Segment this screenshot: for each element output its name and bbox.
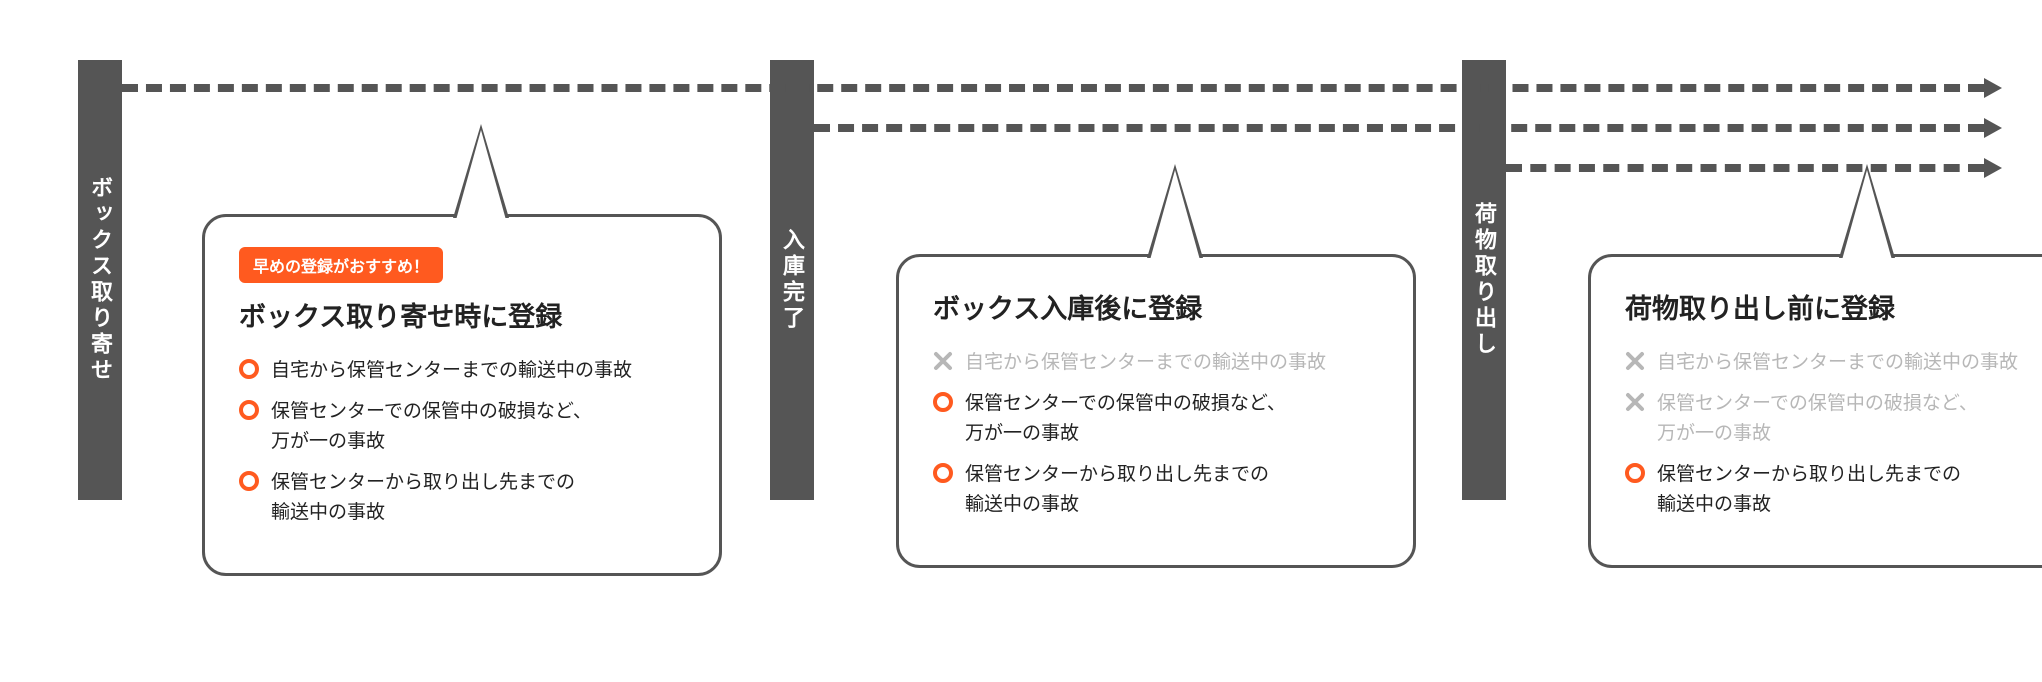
coverage-item: 自宅から保管センターまでの輸送中の事故 xyxy=(933,348,1379,377)
callout-3-pointer xyxy=(1839,164,1895,258)
circle-icon xyxy=(239,359,259,379)
item-text: 自宅から保管センターまでの輸送中の事故 xyxy=(1657,352,2018,373)
item-text: 保管センターでの保管中の破損など、万が一の事故 xyxy=(965,393,1286,443)
callout-2: ボックス入庫後に登録 自宅から保管センターまでの輸送中の事故 保管センターでの保… xyxy=(896,254,1416,568)
cross-icon xyxy=(933,351,953,371)
stage-marker-2: 入庫完了 xyxy=(770,60,814,500)
coverage-item: 保管センターでの保管中の破損など、万が一の事故 xyxy=(239,397,685,456)
item-text: 保管センターから取り出し先までの輸送中の事故 xyxy=(1657,464,1961,514)
callout-2-title: ボックス入庫後に登録 xyxy=(933,287,1379,326)
coverage-item: 保管センターから取り出し先までの輸送中の事故 xyxy=(933,460,1379,519)
coverage-item: 自宅から保管センターまでの輸送中の事故 xyxy=(239,356,685,385)
callout-1-badge: 早めの登録がおすすめ！ xyxy=(239,247,443,283)
timeline-line-2 xyxy=(814,124,1984,132)
coverage-item: 保管センターから取り出し先までの輸送中の事故 xyxy=(1625,460,2042,519)
arrow-head-3 xyxy=(1984,158,2002,178)
circle-icon xyxy=(239,400,259,420)
item-text: 保管センターでの保管中の破損など、万が一の事故 xyxy=(271,401,592,451)
cross-icon xyxy=(1625,351,1645,371)
coverage-item: 保管センターでの保管中の破損など、万が一の事故 xyxy=(933,389,1379,448)
item-text: 自宅から保管センターまでの輸送中の事故 xyxy=(965,352,1326,373)
callout-3-title: 荷物取り出し前に登録 xyxy=(1625,287,2042,326)
coverage-item: 保管センターでの保管中の破損など、万が一の事故 xyxy=(1625,389,2042,448)
callout-1-items: 自宅から保管センターまでの輸送中の事故 保管センターでの保管中の破損など、万が一… xyxy=(239,356,685,527)
item-text: 保管センターから取り出し先までの輸送中の事故 xyxy=(271,472,575,522)
arrow-head-1 xyxy=(1984,78,2002,98)
callout-1-title: ボックス取り寄せ時に登録 xyxy=(239,295,685,334)
timeline-line-1 xyxy=(122,84,1984,92)
item-text: 自宅から保管センターまでの輸送中の事故 xyxy=(271,360,632,381)
stage-marker-1: ボックス取り寄せ xyxy=(78,60,122,500)
callout-1: 早めの登録がおすすめ！ ボックス取り寄せ時に登録 自宅から保管センターまでの輸送… xyxy=(202,214,722,576)
timeline-line-3 xyxy=(1506,164,1984,172)
callout-3-items: 自宅から保管センターまでの輸送中の事故 保管センターでの保管中の破損など、万が一… xyxy=(1625,348,2042,519)
coverage-item: 保管センターから取り出し先までの輸送中の事故 xyxy=(239,468,685,527)
circle-icon xyxy=(933,392,953,412)
callout-3: 荷物取り出し前に登録 自宅から保管センターまでの輸送中の事故 保管センターでの保… xyxy=(1588,254,2042,568)
cross-icon xyxy=(1625,392,1645,412)
item-text: 保管センターから取り出し先までの輸送中の事故 xyxy=(965,464,1269,514)
item-text: 保管センターでの保管中の破損など、万が一の事故 xyxy=(1657,393,1978,443)
callout-2-items: 自宅から保管センターまでの輸送中の事故 保管センターでの保管中の破損など、万が一… xyxy=(933,348,1379,519)
callout-2-pointer xyxy=(1147,164,1203,258)
arrow-head-2 xyxy=(1984,118,2002,138)
circle-icon xyxy=(1625,463,1645,483)
coverage-item: 自宅から保管センターまでの輸送中の事故 xyxy=(1625,348,2042,377)
callout-1-pointer xyxy=(453,124,509,218)
circle-icon xyxy=(933,463,953,483)
circle-icon xyxy=(239,471,259,491)
